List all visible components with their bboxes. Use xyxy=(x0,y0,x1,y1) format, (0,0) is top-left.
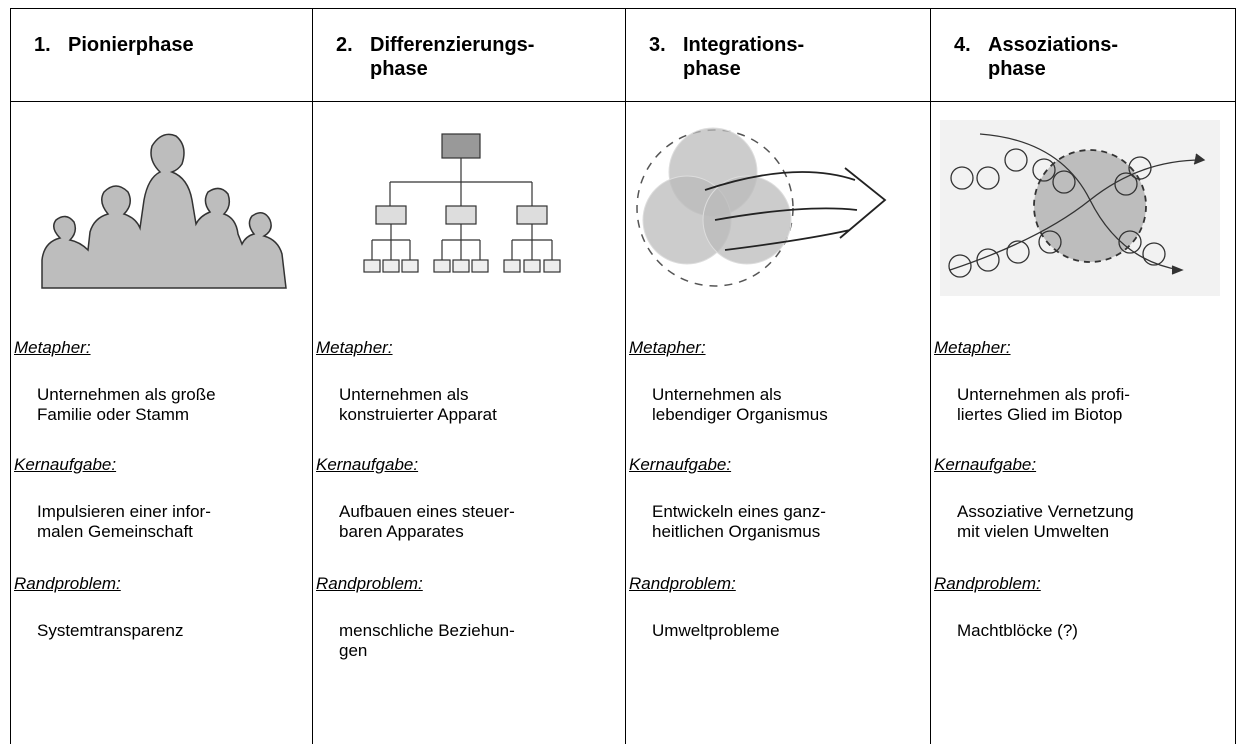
section-text: Unternehmen als profi- liertes Glied im … xyxy=(957,385,1130,424)
section-label: Randproblem: xyxy=(629,574,736,593)
phase-title: Assoziations- phase xyxy=(988,34,1119,80)
section-text: Impulsieren einer infor- malen Gemeinsch… xyxy=(37,502,211,541)
illustration xyxy=(363,133,561,273)
column: 1. Pionierphase Metapher: Unternehmen al… xyxy=(10,0,312,744)
section-label: Randproblem: xyxy=(14,574,121,593)
column: 2. Differenzierungs- phase Metapher: Unt… xyxy=(312,0,625,744)
section-text: menschliche Beziehun- gen xyxy=(339,621,515,660)
illustration xyxy=(940,120,1220,296)
phase-title: Integrations- phase xyxy=(683,34,805,80)
section-label: Metapher: xyxy=(629,338,706,357)
illustration xyxy=(636,127,887,287)
section-text: Systemtransparenz xyxy=(37,621,184,640)
section-text: Entwickeln eines ganz- heitlichen Organi… xyxy=(652,502,826,541)
border xyxy=(10,8,11,744)
silhouette xyxy=(41,133,287,289)
section-label: Kernaufgabe: xyxy=(14,455,117,474)
section-text: Machtblöcke (?) xyxy=(957,621,1078,640)
section-text: Unternehmen als konstruierter Apparat xyxy=(339,385,497,424)
section-label: Metapher: xyxy=(934,338,1011,357)
border xyxy=(930,8,931,744)
border xyxy=(1235,8,1236,744)
phase-title: Differenzierungs- phase xyxy=(370,34,535,80)
section-label: Metapher: xyxy=(316,338,393,357)
section-label: Kernaufgabe: xyxy=(934,455,1037,474)
phase-number: 1. xyxy=(34,34,51,56)
section-text: Unternehmen als lebendiger Organismus xyxy=(652,385,828,424)
section-text: Aufbauen eines steuer- baren Apparates xyxy=(339,502,515,541)
section-label: Randproblem: xyxy=(934,574,1041,593)
column: 4. Assoziations- phase Metapher: Unterne… xyxy=(930,0,1235,744)
border xyxy=(312,8,313,744)
section-label: Kernaufgabe: xyxy=(629,455,732,474)
section-text: Umweltprobleme xyxy=(652,621,780,640)
illustration xyxy=(41,133,287,289)
section-label: Kernaufgabe: xyxy=(316,455,419,474)
border xyxy=(10,101,1236,102)
column: 3. Integrations- phase Metapher: Unterne… xyxy=(625,0,930,744)
border xyxy=(10,8,1236,9)
border xyxy=(625,8,626,744)
phase-number: 3. xyxy=(649,34,666,56)
phase-title: Pionierphase xyxy=(68,34,194,56)
section-label: Randproblem: xyxy=(316,574,423,593)
phase-number: 4. xyxy=(954,34,971,56)
section-label: Metapher: xyxy=(14,338,91,357)
section-text: Unternehmen als große Familie oder Stamm xyxy=(37,385,216,424)
section-text: Assoziative Vernetzung mit vielen Umwelt… xyxy=(957,502,1134,541)
phase-number: 2. xyxy=(336,34,353,56)
